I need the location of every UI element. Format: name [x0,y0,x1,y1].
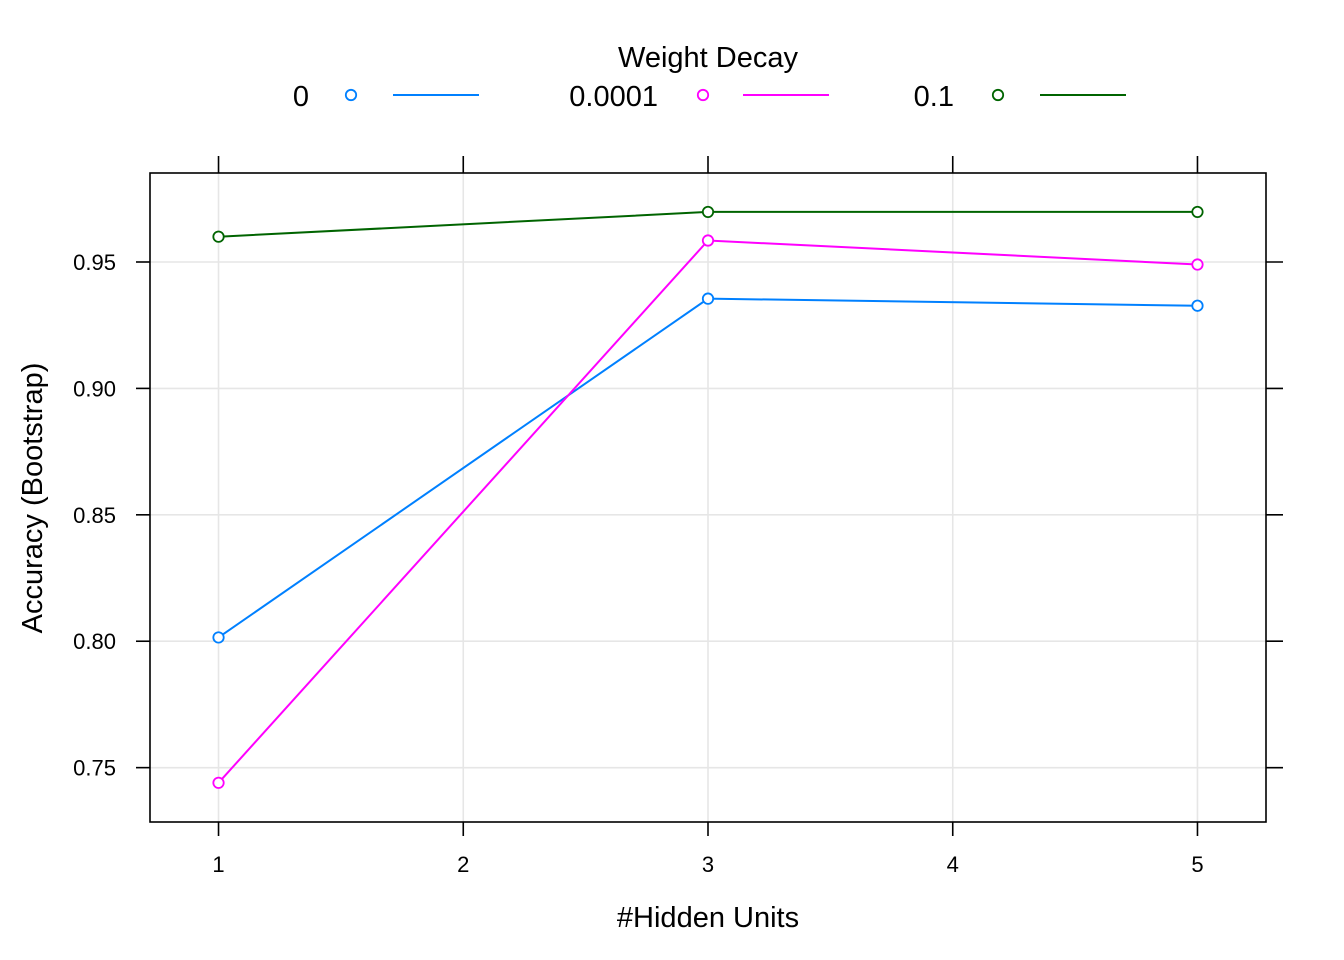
y-tick-label: 0.75 [73,756,116,781]
data-point-decay-0-1 [1191,205,1204,219]
data-point-decay-0 [701,292,715,305]
legend-label-decay-0-1: 0.1 [914,81,954,113]
data-point-decay-0 [1191,299,1204,312]
y-axis-label: Accuracy (Bootstrap) [17,363,49,634]
x-axis-label: #Hidden Units [617,902,799,934]
data-point-decay-0-0001 [1191,258,1204,271]
legend-point-decay-0-1 [991,88,1005,102]
legend: Weight Decay 0 0.0001 0.1 [293,42,1126,113]
legend-label-decay-0-0001: 0.0001 [569,81,658,113]
data-point-decay-0 [212,631,225,644]
legend-point-decay-0 [344,88,358,102]
data-point-decay-0-0001 [212,776,225,789]
data-point-decay-0-1 [701,205,715,219]
legend-point-decay-0-0001 [696,88,710,102]
x-tick-label: 5 [1191,852,1203,877]
y-tick-label: 0.95 [73,250,116,275]
y-tick-label: 0.80 [73,629,116,654]
legend-label-decay-0: 0 [293,81,309,113]
y-tick-label: 0.85 [73,503,116,528]
x-tick-label: 3 [702,852,714,877]
x-tick-label: 1 [212,852,224,877]
grid [150,173,1266,822]
data-point-decay-0-0001 [701,234,715,247]
x-tick-label: 2 [457,852,469,877]
series-layer [212,205,1204,789]
legend-title: Weight Decay [618,42,798,74]
data-point-decay-0-1 [212,230,225,243]
y-tick-label: 0.90 [73,376,116,401]
x-tick-label: 4 [947,852,959,877]
axes: 1 2 3 4 5 0.75 0.80 0.85 0.90 0.95 [73,156,1283,877]
